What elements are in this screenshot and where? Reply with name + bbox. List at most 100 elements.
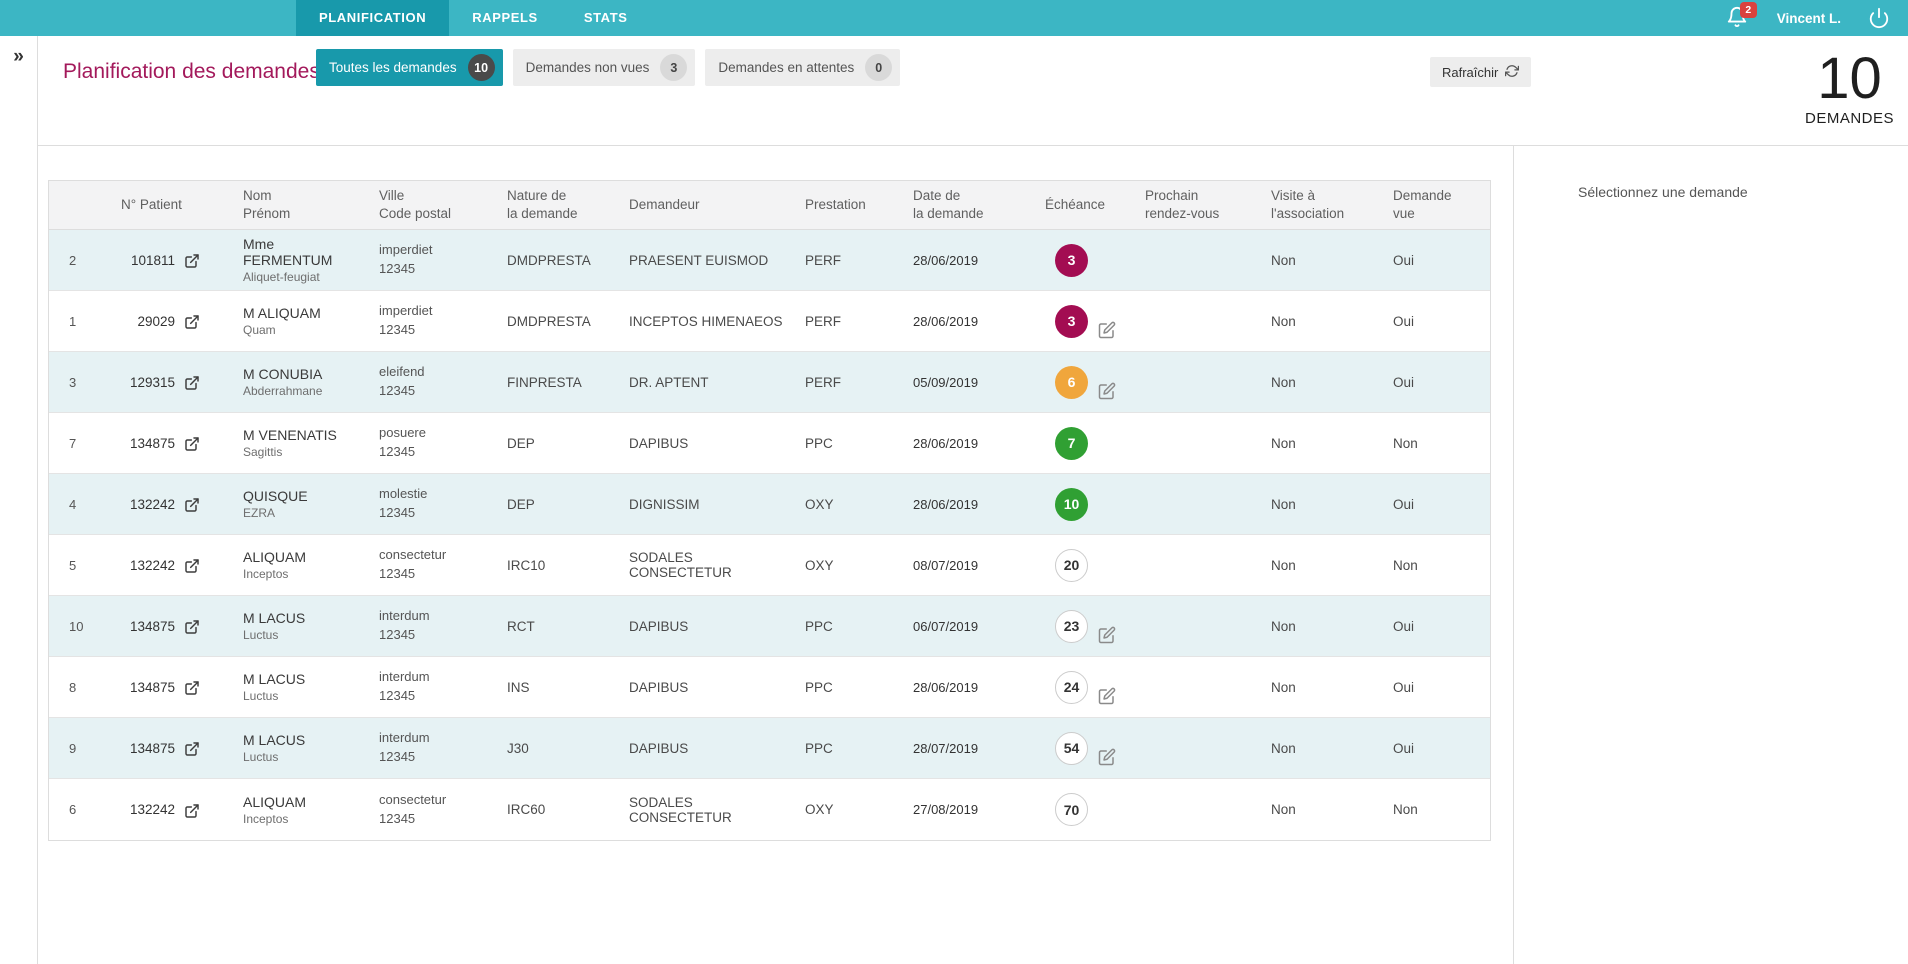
postal-code: 12345 — [379, 749, 416, 764]
echeance-cell: 54 — [1033, 731, 1133, 766]
refresh-button[interactable]: Rafraîchir — [1430, 57, 1532, 87]
edit-icon[interactable] — [1098, 382, 1116, 400]
city: consectetur — [379, 547, 447, 563]
column-header: Visite à l'association — [1271, 187, 1345, 221]
patient-id-cell: 132242 — [109, 557, 231, 573]
name-cell: M CONUBIA Abderrahmane — [231, 366, 367, 398]
patient-id-cell: 134875 — [109, 618, 231, 634]
demandeur-cell: INCEPTOS HIMENAEOS — [629, 313, 783, 329]
city-cell: molestie 12345 — [367, 485, 495, 523]
row-order: 7 — [69, 435, 77, 451]
open-patient-icon[interactable] — [184, 375, 200, 391]
patient-id: 101811 — [130, 252, 175, 268]
logout-button[interactable] — [1868, 7, 1890, 29]
open-patient-icon[interactable] — [184, 558, 200, 574]
table-row[interactable]: 2 101811 Mme FERMENTUM Aliquet-feugiat i… — [49, 230, 1490, 291]
filter-label: Toutes les demandes — [329, 60, 457, 75]
patient-name: Mme FERMENTUM — [243, 236, 333, 268]
filter-button[interactable]: Demandes non vues 3 — [512, 49, 696, 86]
table-header-row: N° Patient Nom Prénom Ville Code postal Nat… — [49, 181, 1490, 230]
patient-firstname: Luctus — [243, 689, 279, 703]
open-patient-icon[interactable] — [184, 497, 200, 513]
open-patient-icon[interactable] — [184, 619, 200, 635]
patient-firstname: Inceptos — [243, 567, 289, 581]
open-patient-icon[interactable] — [184, 314, 200, 330]
open-patient-icon[interactable] — [184, 680, 200, 696]
postal-code: 12345 — [379, 383, 416, 398]
patient-id: 29029 — [137, 313, 175, 329]
nature-cell: DEP — [507, 496, 535, 512]
table-row[interactable]: 9 134875 M LACUS Luctus interdum 12345 J… — [49, 718, 1490, 779]
user-name[interactable]: Vincent L. — [1776, 10, 1841, 26]
row-order: 3 — [69, 374, 77, 390]
table-row[interactable]: 10 134875 M LACUS Luctus interdum 12345 … — [49, 596, 1490, 657]
nav-tab-stats[interactable]: STATS — [583, 10, 628, 25]
bell-icon — [1726, 7, 1748, 32]
row-order: 2 — [69, 252, 77, 268]
patient-id: 134875 — [129, 740, 175, 756]
edit-icon[interactable] — [1098, 687, 1116, 705]
patient-id: 132242 — [129, 802, 175, 817]
demande-vue-cell: Oui — [1393, 740, 1415, 756]
open-patient-icon[interactable] — [184, 741, 200, 757]
notifications-button[interactable]: 2 — [1726, 2, 1757, 32]
name-cell: QUISQUE EZRA — [231, 488, 367, 520]
echeance-cell: 10 — [1033, 487, 1133, 521]
patient-id-cell: 29029 — [109, 313, 231, 329]
date-demande-cell: 08/07/2019 — [913, 557, 979, 573]
city: imperdiet — [379, 303, 433, 319]
table-row[interactable]: 3 129315 M CONUBIA Abderrahmane eleifend… — [49, 352, 1490, 413]
date-demande-cell: 28/07/2019 — [913, 740, 979, 756]
patient-id: 132242 — [129, 557, 175, 573]
city: eleifend — [379, 364, 425, 380]
echeance-badge: 70 — [1055, 793, 1088, 826]
open-patient-icon[interactable] — [184, 253, 200, 269]
patient-name: M LACUS — [243, 610, 306, 626]
date-demande-cell: 28/06/2019 — [913, 679, 979, 695]
table-row[interactable]: 4 132242 QUISQUE EZRA molestie 12345 DEP… — [49, 474, 1490, 535]
open-patient-icon[interactable] — [184, 436, 200, 452]
name-cell: ALIQUAM Inceptos — [231, 549, 367, 581]
expand-sidebar-icon[interactable]: » — [13, 46, 24, 67]
patient-name: M CONUBIA — [243, 366, 323, 382]
nav-tab-rappels[interactable]: RAPPELS — [472, 10, 538, 25]
patient-id: 132242 — [129, 496, 175, 512]
city-cell: interdum 12345 — [367, 668, 495, 706]
table-row[interactable]: 5 132242 ALIQUAM Inceptos consectetur 12… — [49, 535, 1490, 596]
table-row[interactable]: 8 134875 M LACUS Luctus interdum 12345 I… — [49, 657, 1490, 718]
postal-code: 12345 — [379, 261, 416, 276]
visite-association-cell: Non — [1271, 496, 1296, 512]
filter-button[interactable]: Toutes les demandes 10 — [316, 49, 503, 86]
prestation-cell: OXY — [805, 557, 834, 573]
open-patient-icon[interactable] — [184, 803, 200, 819]
table-row[interactable]: 7 134875 M VENENATIS Sagittis posuere 12… — [49, 413, 1490, 474]
edit-icon[interactable] — [1098, 321, 1116, 339]
prestation-cell: PPC — [805, 435, 833, 451]
echeance-cell: 70 — [1033, 793, 1133, 826]
table-row[interactable]: 1 29029 M ALIQUAM Quam imperdiet 12345 D… — [49, 291, 1490, 352]
filter-label: Demandes non vues — [525, 60, 650, 75]
demandeur-cell: DAPIBUS — [629, 679, 689, 695]
patient-name: M VENENATIS — [243, 427, 337, 443]
demandeur-cell: DIGNISSIM — [629, 496, 700, 512]
edit-icon[interactable] — [1098, 626, 1116, 644]
prestation-cell: PERF — [805, 313, 842, 329]
edit-icon[interactable] — [1098, 748, 1116, 766]
visite-association-cell: Non — [1271, 557, 1296, 573]
table-row[interactable]: 6 132242 ALIQUAM Inceptos consectetur 12… — [49, 779, 1490, 840]
echeance-badge: 10 — [1055, 487, 1088, 521]
visite-association-cell: Non — [1271, 802, 1296, 817]
nature-cell: DMDPRESTA — [507, 252, 591, 268]
patient-name: M LACUS — [243, 732, 306, 748]
filter-button[interactable]: Demandes en attentes 0 — [705, 49, 901, 86]
row-order: 4 — [69, 496, 77, 512]
filter-count-badge: 3 — [660, 54, 688, 81]
patient-id: 134875 — [129, 679, 175, 695]
demande-vue-cell: Non — [1393, 557, 1418, 573]
nav-tab-planification[interactable]: PLANIFICATION — [296, 0, 450, 36]
date-demande-cell: 06/07/2019 — [913, 618, 979, 634]
name-cell: M ALIQUAM Quam — [231, 305, 367, 337]
patient-firstname: Inceptos — [243, 811, 289, 826]
visite-association-cell: Non — [1271, 435, 1296, 451]
visite-association-cell: Non — [1271, 374, 1296, 390]
